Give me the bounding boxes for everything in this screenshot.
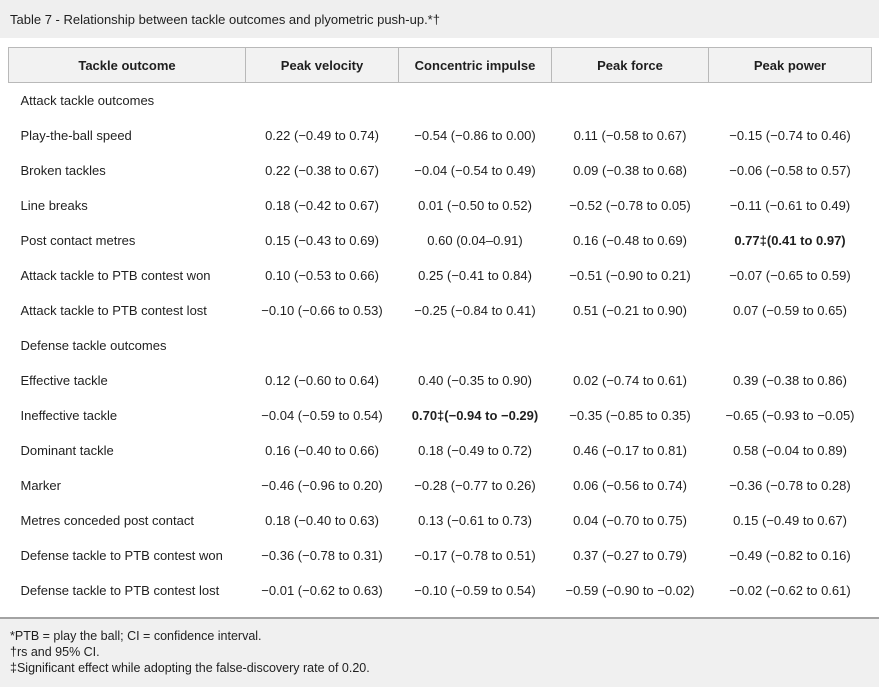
table-cell: −0.04 (−0.54 to 0.49) bbox=[414, 163, 536, 178]
table-cell: 0.37 (−0.27 to 0.79) bbox=[573, 548, 687, 563]
table-row: Line breaks 0.18 (−0.42 to 0.67) 0.01 (−… bbox=[9, 188, 872, 223]
table-cell: 0.18 (−0.42 to 0.67) bbox=[265, 198, 379, 213]
col-header-peak-power: Peak power bbox=[708, 47, 872, 83]
table-row: Broken tackles 0.22 (−0.38 to 0.67) −0.0… bbox=[9, 153, 872, 188]
row-label: Marker bbox=[20, 478, 61, 493]
table-cell: −0.10 (−0.59 to 0.54) bbox=[414, 583, 536, 598]
col-header-concentric-impulse: Concentric impulse bbox=[398, 47, 552, 83]
table-cell: −0.07 (−0.65 to 0.59) bbox=[729, 268, 851, 283]
table-cell: 0.15 (−0.43 to 0.69) bbox=[265, 233, 379, 248]
table-cell: 0.12 (−0.60 to 0.64) bbox=[265, 373, 379, 388]
section-title: Defense tackle outcomes bbox=[20, 338, 167, 353]
footnote-rs-ci: †rs and 95% CI. bbox=[10, 645, 100, 659]
table-caption-bar: Table 7 - Relationship between tackle ou… bbox=[0, 0, 879, 38]
row-label: Dominant tackle bbox=[20, 443, 114, 458]
table-cell-significant: 0.70‡(−0.94 to −0.29) bbox=[411, 408, 539, 423]
col-header-peak-velocity: Peak velocity bbox=[245, 47, 399, 83]
table-row: Ineffective tackle −0.04 (−0.59 to 0.54)… bbox=[9, 398, 872, 433]
table-cell: −0.10 (−0.66 to 0.53) bbox=[261, 303, 383, 318]
table-cell: 0.58 (−0.04 to 0.89) bbox=[733, 443, 847, 458]
table-cell: 0.06 (−0.56 to 0.74) bbox=[573, 478, 687, 493]
table-cell: 0.22 (−0.38 to 0.67) bbox=[265, 163, 379, 178]
table-cell: 0.02 (−0.74 to 0.61) bbox=[573, 373, 687, 388]
table-cell: 0.25 (−0.41 to 0.84) bbox=[418, 268, 532, 283]
table-cell: 0.13 (−0.61 to 0.73) bbox=[418, 513, 532, 528]
table-cell: 0.18 (−0.40 to 0.63) bbox=[265, 513, 379, 528]
table-cell: −0.11 (−0.61 to 0.49) bbox=[729, 198, 851, 213]
table-cell: −0.49 (−0.82 to 0.16) bbox=[729, 548, 851, 563]
table-cell: −0.46 (−0.96 to 0.20) bbox=[261, 478, 383, 493]
table-cell: −0.36 (−0.78 to 0.28) bbox=[729, 478, 851, 493]
table-row: Post contact metres 0.15 (−0.43 to 0.69)… bbox=[9, 223, 872, 258]
table-cell: −0.54 (−0.86 to 0.00) bbox=[414, 128, 536, 143]
table-row: Attack tackle to PTB contest lost −0.10 … bbox=[9, 293, 872, 328]
table-cell: 0.10 (−0.53 to 0.66) bbox=[265, 268, 379, 283]
section-title: Attack tackle outcomes bbox=[20, 93, 155, 108]
table-cell-significant: 0.77‡(0.41 to 0.97) bbox=[734, 233, 846, 248]
table-cell: −0.25 (−0.84 to 0.41) bbox=[414, 303, 536, 318]
col-header-tackle-outcome: Tackle outcome bbox=[8, 47, 246, 83]
table-cell: 0.01 (−0.50 to 0.52) bbox=[418, 198, 532, 213]
table-row: Attack tackle to PTB contest won 0.10 (−… bbox=[9, 258, 872, 293]
table-cell: −0.17 (−0.78 to 0.51) bbox=[414, 548, 536, 563]
row-label: Effective tackle bbox=[20, 373, 108, 388]
table-cell: −0.15 (−0.74 to 0.46) bbox=[729, 128, 851, 143]
table-cell: 0.09 (−0.38 to 0.68) bbox=[573, 163, 687, 178]
table-cell: 0.07 (−0.59 to 0.65) bbox=[733, 303, 847, 318]
table-cell: −0.35 (−0.85 to 0.35) bbox=[569, 408, 691, 423]
table-cell: −0.36 (−0.78 to 0.31) bbox=[261, 548, 383, 563]
table-cell: 0.39 (−0.38 to 0.86) bbox=[733, 373, 847, 388]
table-cell: −0.52 (−0.78 to 0.05) bbox=[569, 198, 691, 213]
table-cell: −0.51 (−0.90 to 0.21) bbox=[569, 268, 691, 283]
table-cell: 0.46 (−0.17 to 0.81) bbox=[573, 443, 687, 458]
table-row: Defense tackle to PTB contest lost −0.01… bbox=[9, 573, 872, 608]
table-cell: 0.16 (−0.48 to 0.69) bbox=[573, 233, 687, 248]
table-cell: 0.16 (−0.40 to 0.66) bbox=[265, 443, 379, 458]
table-cell: 0.60 (0.04–0.91) bbox=[427, 233, 523, 248]
table-cell: −0.06 (−0.58 to 0.57) bbox=[729, 163, 851, 178]
table-cell: 0.18 (−0.49 to 0.72) bbox=[418, 443, 532, 458]
section-header-row-attack: Attack tackle outcomes bbox=[9, 83, 872, 119]
row-label: Attack tackle to PTB contest lost bbox=[20, 303, 207, 318]
table-header: Tackle outcome Peak velocity Concentric … bbox=[8, 47, 872, 83]
row-label: Metres conceded post contact bbox=[20, 513, 194, 528]
table-cell: 0.15 (−0.49 to 0.67) bbox=[733, 513, 847, 528]
table-cell: −0.59 (−0.90 to −0.02) bbox=[565, 583, 695, 598]
row-label: Broken tackles bbox=[20, 163, 106, 178]
footnotes-bar: *PTB = play the ball; CI = confidence in… bbox=[0, 617, 879, 687]
col-header-peak-force: Peak force bbox=[551, 47, 709, 83]
table-row: Dominant tackle 0.16 (−0.40 to 0.66) 0.1… bbox=[9, 433, 872, 468]
row-label: Attack tackle to PTB contest won bbox=[20, 268, 211, 283]
row-label: Play-the-ball speed bbox=[20, 128, 132, 143]
table-row: Play-the-ball speed 0.22 (−0.49 to 0.74)… bbox=[9, 118, 872, 153]
table-row: Marker −0.46 (−0.96 to 0.20) −0.28 (−0.7… bbox=[9, 468, 872, 503]
footnote-ptb: *PTB = play the ball; CI = confidence in… bbox=[10, 629, 262, 643]
row-label: Post contact metres bbox=[20, 233, 136, 248]
table-cell: −0.01 (−0.62 to 0.63) bbox=[261, 583, 383, 598]
table-cell: 0.22 (−0.49 to 0.74) bbox=[265, 128, 379, 143]
table-cell: 0.11 (−0.58 to 0.67) bbox=[573, 128, 687, 143]
row-label: Defense tackle to PTB contest won bbox=[20, 548, 223, 563]
table-cell: 0.04 (−0.70 to 0.75) bbox=[573, 513, 687, 528]
footnote-significance: ‡Significant effect while adopting the f… bbox=[10, 661, 370, 675]
table-cell: 0.40 (−0.35 to 0.90) bbox=[418, 373, 532, 388]
table-row: Metres conceded post contact 0.18 (−0.40… bbox=[9, 503, 872, 538]
section-header-row-defense: Defense tackle outcomes bbox=[9, 328, 872, 363]
header-row: Tackle outcome Peak velocity Concentric … bbox=[8, 47, 872, 83]
table-cell: −0.28 (−0.77 to 0.26) bbox=[414, 478, 536, 493]
table-cell: 0.51 (−0.21 to 0.90) bbox=[573, 303, 687, 318]
results-table: Tackle outcome Peak velocity Concentric … bbox=[8, 47, 872, 608]
table-caption: Table 7 - Relationship between tackle ou… bbox=[10, 11, 440, 27]
table-cell: −0.02 (−0.62 to 0.61) bbox=[729, 583, 851, 598]
table-cell: −0.04 (−0.59 to 0.54) bbox=[261, 408, 383, 423]
row-label: Ineffective tackle bbox=[20, 408, 118, 423]
row-label: Line breaks bbox=[20, 198, 88, 213]
table-cell: −0.65 (−0.93 to −0.05) bbox=[725, 408, 855, 423]
table-body: Attack tackle outcomes Play-the-ball spe… bbox=[9, 83, 872, 609]
table-row: Effective tackle 0.12 (−0.60 to 0.64) 0.… bbox=[9, 363, 872, 398]
row-label: Defense tackle to PTB contest lost bbox=[20, 583, 220, 598]
table-row: Defense tackle to PTB contest won −0.36 … bbox=[9, 538, 872, 573]
